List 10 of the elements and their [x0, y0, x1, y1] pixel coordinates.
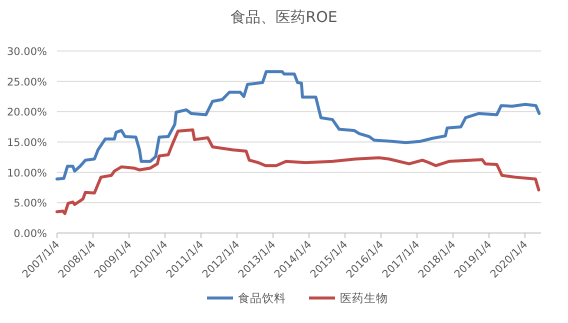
y-tick-label: 15.00%	[6, 137, 48, 149]
y-tick-label: 20.00%	[6, 106, 48, 119]
y-tick-label: 25.00%	[6, 76, 48, 88]
y-tick-label: 30.00%	[6, 46, 48, 58]
y-tick-label: 10.00%	[6, 167, 48, 180]
chart-title: 食品、医药ROE	[230, 8, 338, 26]
y-tick-label: 0.00%	[14, 228, 48, 240]
legend-label: 医药生物	[340, 291, 388, 305]
legend-label: 食品饮料	[238, 291, 286, 305]
y-tick-label: 5.00%	[14, 198, 48, 210]
